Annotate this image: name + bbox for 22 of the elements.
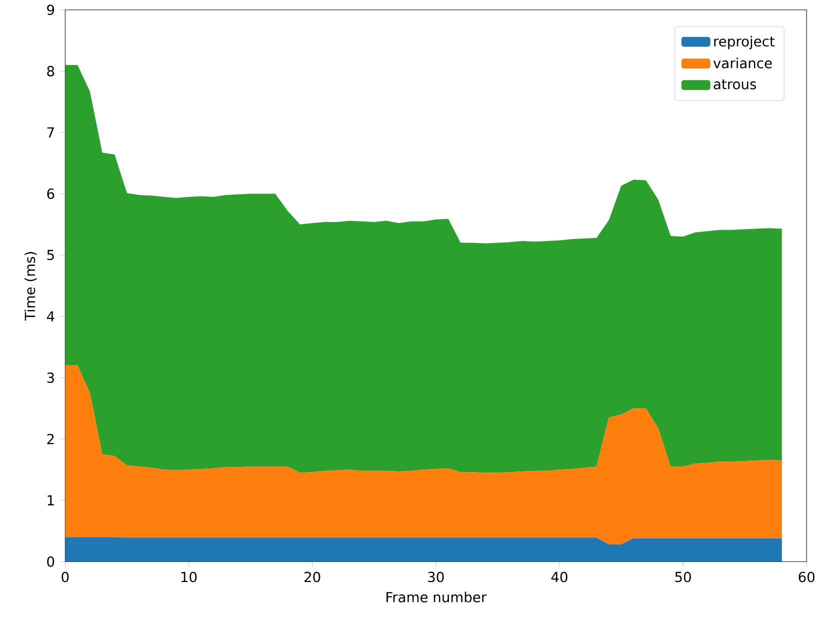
y-tick-label: 9	[47, 4, 54, 16]
legend-label: variance	[713, 58, 772, 68]
x-tick-label: 30	[428, 572, 444, 582]
y-tick-label: 2	[47, 434, 54, 444]
x-tick-label: 40	[551, 572, 568, 582]
y-tick-label: 7	[47, 128, 54, 138]
x-tick-label: 10	[181, 572, 197, 582]
x-tick-label: 20	[304, 572, 320, 582]
x-tick-label: 60	[798, 572, 814, 582]
x-tick-label: 50	[675, 572, 691, 582]
y-tick-label: 3	[47, 372, 54, 383]
x-axis-title: Frame number	[386, 592, 487, 602]
y-tick-label: 1	[48, 495, 54, 506]
x-tick-label: 0	[62, 572, 69, 582]
y-tick-label: 8	[47, 66, 54, 76]
y-tick-label: 0	[47, 556, 54, 567]
y-tick-label: 6	[47, 188, 54, 200]
y-tick-label: 5	[47, 250, 54, 260]
legend-label: atrous	[714, 80, 756, 90]
y-axis-title: Time (ms)	[24, 252, 37, 321]
legend-label: reproject	[714, 36, 775, 50]
y-tick-label: 4	[46, 311, 54, 322]
